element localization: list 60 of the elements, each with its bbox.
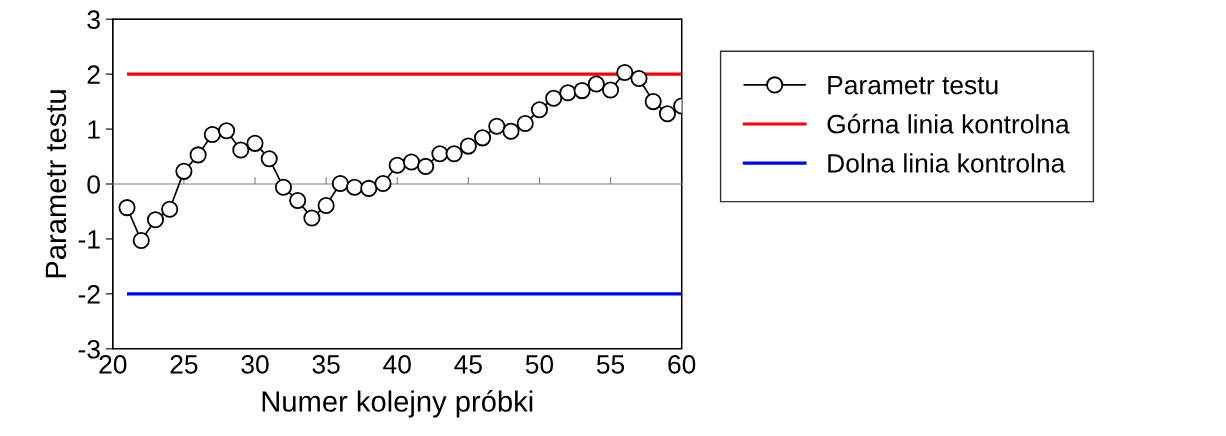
x-tick-label: 35	[312, 355, 340, 374]
point	[417, 157, 435, 175]
y-tick-label: -3	[78, 339, 100, 359]
x-tick-label: 50	[525, 355, 554, 374]
x-tick-label: 20	[99, 355, 127, 374]
y-tick-label: 1	[88, 120, 100, 139]
y-tick-label: 3	[87, 10, 100, 30]
legend-label: Parametr testu	[828, 76, 998, 95]
x-tick-label: 25	[170, 355, 198, 374]
y-axis-title: Parametr testu	[45, 90, 67, 278]
legend-label: Górna linia kontrolna	[827, 113, 1070, 134]
point	[374, 174, 392, 192]
point	[530, 101, 548, 119]
point	[630, 69, 648, 88]
point	[644, 93, 662, 111]
point	[260, 150, 278, 168]
x-tick-label: 45	[454, 355, 482, 374]
point	[445, 145, 463, 163]
point	[516, 115, 534, 133]
point	[331, 174, 349, 192]
point	[402, 153, 420, 171]
point	[118, 199, 136, 217]
y-tick-label: -2	[78, 285, 100, 304]
point	[502, 122, 520, 140]
point	[545, 89, 563, 107]
x-tick-label: 30	[241, 355, 269, 374]
point	[274, 178, 292, 196]
point	[289, 191, 307, 210]
legend-label: Dolna linia kontrolna	[828, 153, 1066, 173]
point	[573, 82, 591, 100]
point	[658, 105, 676, 123]
point	[431, 145, 449, 163]
x-tick-label: 40	[383, 355, 411, 374]
point	[474, 129, 492, 147]
point	[459, 137, 477, 155]
point	[317, 196, 335, 214]
point	[616, 63, 634, 82]
point	[146, 211, 165, 229]
x-tick-label: 60	[668, 355, 696, 374]
point	[203, 126, 221, 144]
point	[559, 84, 577, 102]
point	[388, 156, 406, 174]
y-tick-label: 2	[87, 65, 100, 84]
point	[218, 122, 236, 140]
point	[175, 162, 193, 180]
x-axis-title: Numer kolejny próbki	[262, 390, 533, 418]
y-tick-label: -1	[78, 230, 100, 249]
point	[360, 179, 378, 197]
point	[346, 178, 364, 196]
point	[132, 232, 150, 250]
x-tick-label: 55	[596, 355, 625, 374]
point	[232, 141, 250, 159]
point	[161, 200, 179, 218]
point	[303, 209, 321, 227]
point	[488, 117, 506, 135]
point	[602, 81, 620, 99]
point	[189, 146, 207, 164]
point	[587, 75, 605, 93]
point	[246, 134, 264, 152]
y-tick-label: 0	[87, 175, 100, 194]
